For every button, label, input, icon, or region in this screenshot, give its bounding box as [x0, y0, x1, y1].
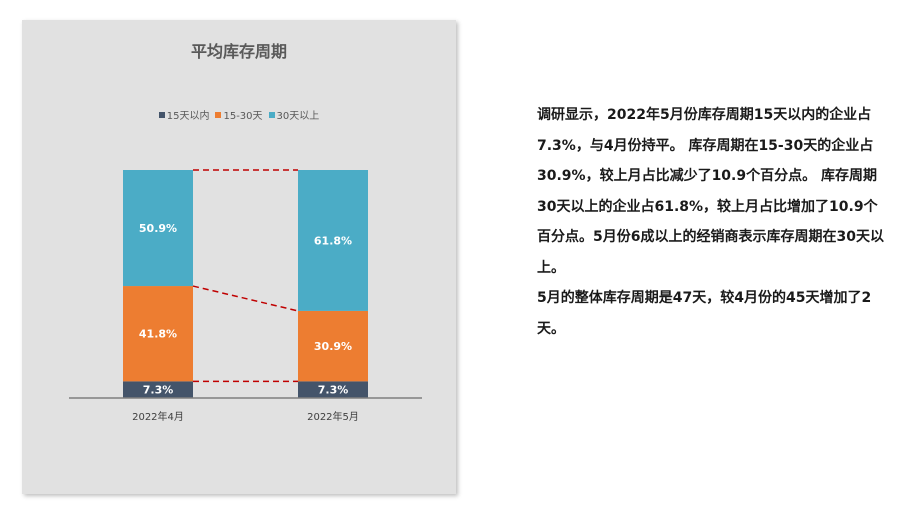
- bar-segment: [298, 381, 368, 398]
- chart-title: 平均库存周期: [190, 42, 287, 61]
- bar-segment: [123, 170, 193, 287]
- legend-item-30-plus-days: 30天以上: [268, 107, 320, 122]
- legend-swatch-15-30-days: [215, 111, 222, 118]
- bar-segment: [123, 381, 193, 398]
- bar-data-label: 61.8%: [314, 234, 352, 247]
- legend-item-15-days: 15天以内: [158, 107, 210, 122]
- legend: 15天以内 15-30天 30天以上: [22, 107, 456, 122]
- stacked-bar-chart: 7.3% 41.8% 50.9% 2022年4月 7.3% 30.9% 61.8% 2022年…: [69, 169, 422, 423]
- legend-label-15-30-days: 15-30天: [223, 111, 263, 122]
- summary-paragraph-1: 调研显示，2022年5月份库存周期15天以内的企业占7.3%，与4月份持平。 库…: [537, 107, 884, 276]
- series-line: [192, 285, 299, 312]
- legend-label-15-days: 15天以内: [166, 111, 210, 122]
- bar-segment: [298, 170, 368, 311]
- bar-segment: [298, 310, 368, 382]
- chart-panel: 7.3% 41.8% 50.9% 2022年4月 7.3% 30.9% 61.8% 2022年…: [22, 20, 456, 494]
- legend-item-15-30-days: 15-30天: [215, 107, 263, 122]
- legend-swatch-30-plus-days: [268, 111, 275, 118]
- bar-data-label: 30.9%: [314, 340, 352, 353]
- bar-segment: [123, 286, 193, 382]
- summary-paragraph-2: 5月的整体库存周期是47天，较4月份的45天增加了2天。: [537, 290, 872, 337]
- summary-text: 调研显示，2022年5月份库存周期15天以内的企业占7.3%，与4月份持平。 库…: [537, 100, 887, 344]
- bar-data-label: 41.8%: [139, 328, 177, 341]
- x-tick-label: 2022年5月: [307, 410, 359, 423]
- legend-label-30-plus-days: 30天以上: [276, 111, 320, 122]
- bar-data-label: 7.3%: [318, 384, 349, 397]
- legend-swatch-15-days: [158, 111, 165, 118]
- x-tick-label: 2022年4月: [132, 410, 184, 423]
- bar-data-label: 50.9%: [139, 222, 177, 235]
- bar-data-label: 7.3%: [143, 384, 174, 397]
